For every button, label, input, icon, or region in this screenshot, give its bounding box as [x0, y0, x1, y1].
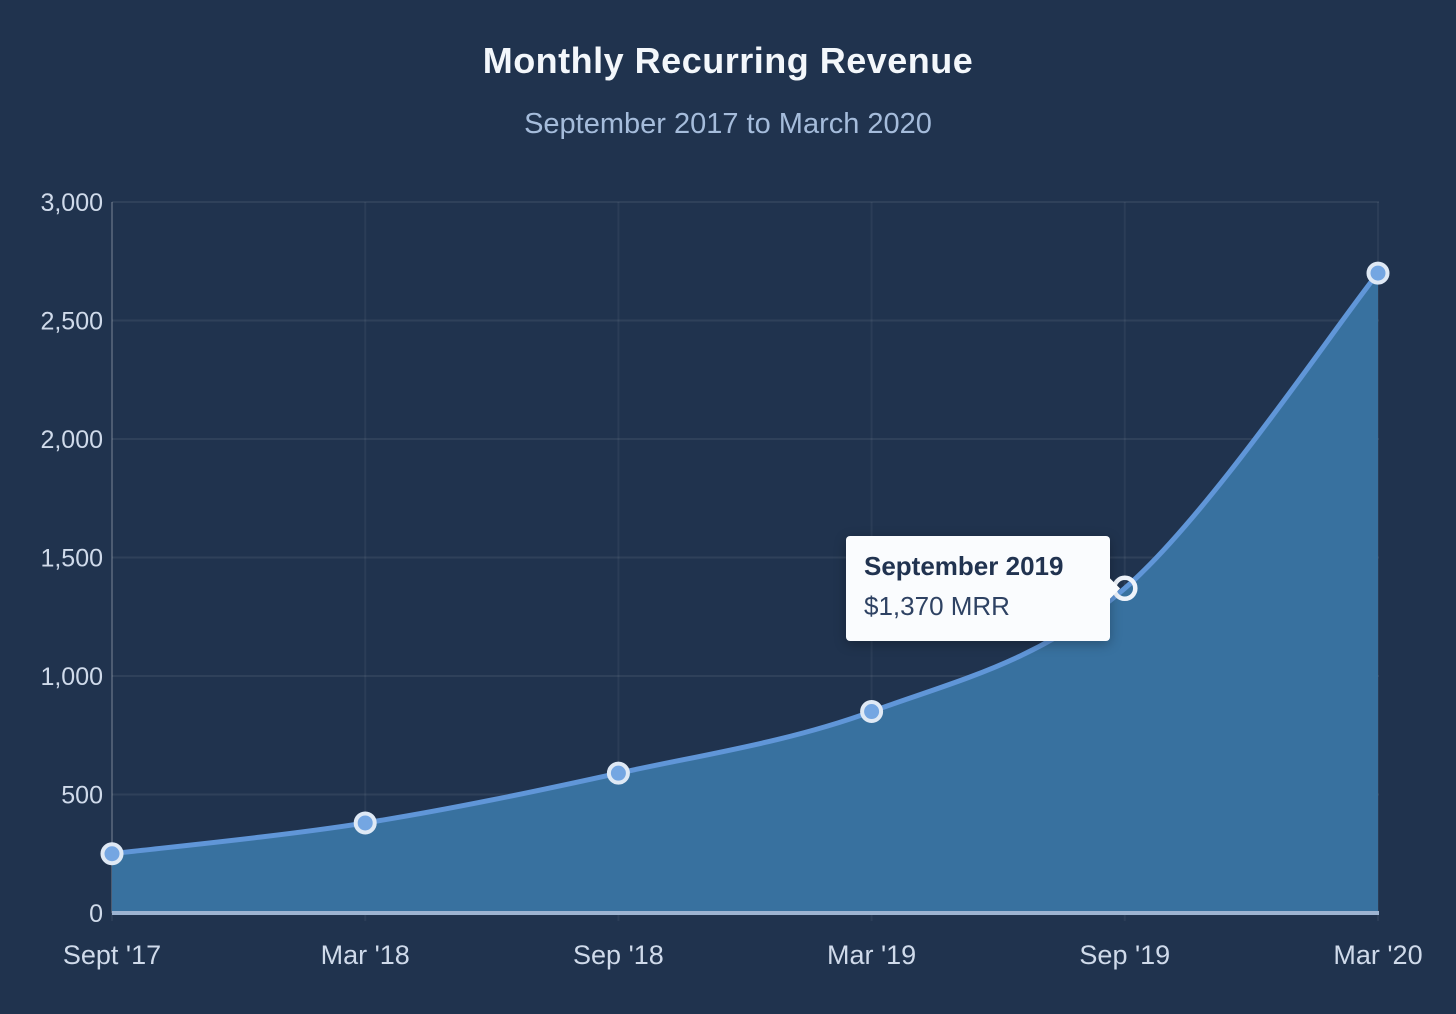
data-point-sep-18[interactable] [606, 761, 630, 785]
data-point-sept-17[interactable] [100, 842, 124, 866]
x-tick-label: Sep '18 [573, 940, 664, 970]
y-tick-label: 3,000 [40, 189, 103, 217]
tooltip: September 2019 $1,370 MRR [846, 536, 1121, 641]
tooltip-value: $1,370 MRR [864, 591, 1010, 622]
chart-header: Monthly Recurring Revenue September 2017… [0, 0, 1456, 141]
area-fill [112, 273, 1378, 914]
data-point-mar-19[interactable] [860, 700, 884, 724]
data-point-mar-20[interactable] [1366, 261, 1390, 285]
x-tick-label: Mar '18 [321, 940, 410, 970]
y-tick-label: 2,500 [40, 308, 103, 336]
y-tick-label: 1,500 [40, 545, 103, 573]
data-point-mar-18[interactable] [353, 811, 377, 835]
x-tick-label: Mar '19 [827, 940, 916, 970]
y-tick-label: 500 [61, 782, 103, 810]
x-tick-label: Sep '19 [1079, 940, 1170, 970]
x-tick-label: Sept '17 [63, 940, 161, 970]
x-tick-label: Mar '20 [1333, 940, 1422, 970]
y-tick-label: 1,000 [40, 663, 103, 691]
chart-title: Monthly Recurring Revenue [482, 40, 974, 81]
tooltip-title: September 2019 [864, 551, 1064, 581]
y-tick-label: 2,000 [40, 426, 103, 454]
y-tick-label: 0 [89, 900, 103, 928]
chart-subtitle: September 2017 to March 2020 [524, 108, 932, 140]
